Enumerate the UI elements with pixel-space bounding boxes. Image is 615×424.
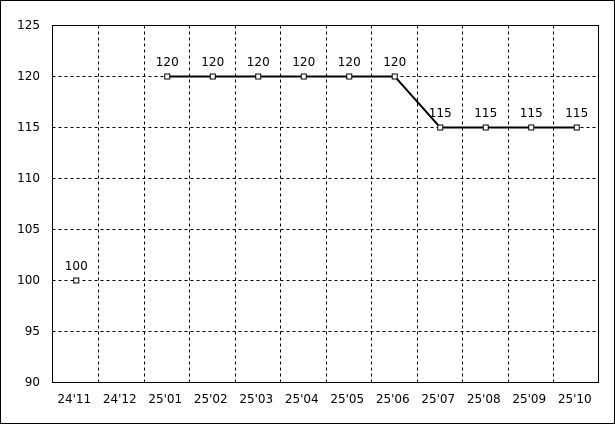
line: [167, 75, 577, 129]
y-tick-label: 120: [17, 69, 40, 83]
x-tick-label: 25'07: [421, 392, 455, 406]
y-tick-label: 100: [17, 273, 40, 287]
marker: [255, 73, 262, 80]
marker: [482, 124, 489, 131]
x-tick-label: 25'03: [239, 392, 273, 406]
y-tick-label: 90: [25, 375, 40, 389]
plot-area: [52, 25, 599, 383]
data-label: 115: [565, 106, 588, 120]
x-tick-label: 25'10: [558, 392, 592, 406]
data-label: 120: [338, 55, 361, 69]
marker: [391, 73, 398, 80]
marker: [209, 73, 216, 80]
marker: [346, 73, 353, 80]
x-tick-label: 25'06: [376, 392, 410, 406]
x-tick-label: 25'01: [148, 392, 182, 406]
data-label: 120: [156, 55, 179, 69]
x-tick-label: 25'08: [467, 392, 501, 406]
x-tick-label: 25'09: [512, 392, 546, 406]
marker: [573, 124, 580, 131]
data-label: 120: [292, 55, 315, 69]
x-tick-label: 25'05: [330, 392, 364, 406]
y-tick-label: 115: [17, 120, 40, 134]
data-label: 120: [383, 55, 406, 69]
y-tick-label: 105: [17, 222, 40, 236]
x-tick-label: 25'04: [285, 392, 319, 406]
data-label: 115: [429, 106, 452, 120]
data-label: 100: [65, 259, 88, 273]
y-tick-label: 125: [17, 18, 40, 32]
data-label: 120: [247, 55, 270, 69]
data-label: 115: [520, 106, 543, 120]
marker: [300, 73, 307, 80]
x-tick-label: 25'02: [194, 392, 228, 406]
marker: [528, 124, 535, 131]
y-tick-label: 110: [17, 171, 40, 185]
data-label: 115: [474, 106, 497, 120]
data-label: 120: [201, 55, 224, 69]
marker: [437, 124, 444, 131]
marker: [73, 277, 80, 284]
marker: [164, 73, 171, 80]
x-tick-label: 24'12: [103, 392, 137, 406]
y-tick-label: 95: [25, 324, 40, 338]
x-tick-label: 24'11: [57, 392, 91, 406]
